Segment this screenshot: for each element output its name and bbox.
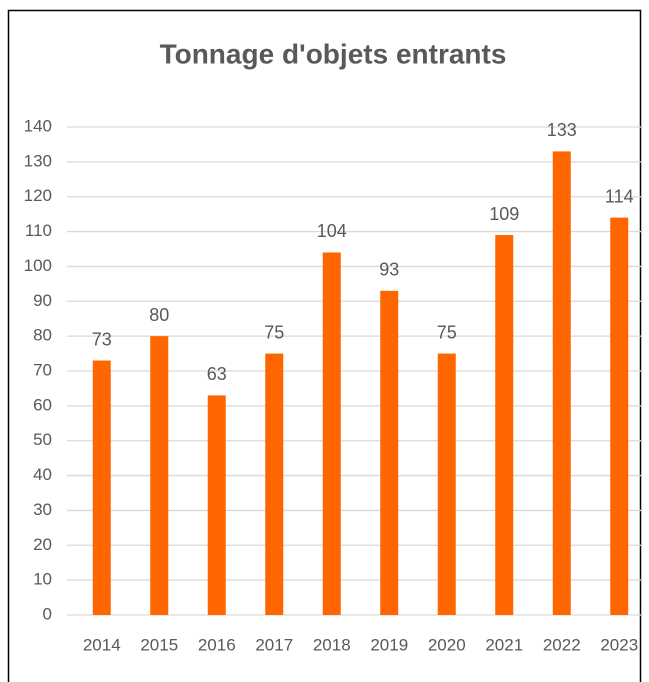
chart-border <box>7 9 642 682</box>
y-tick-label: 110 <box>25 221 52 240</box>
y-tick-label: 20 <box>33 535 52 554</box>
y-tick-label: 30 <box>33 500 52 519</box>
y-tick-label: 70 <box>33 360 52 379</box>
data-label: 109 <box>489 204 519 224</box>
bar <box>207 395 226 615</box>
y-tick-label: 80 <box>33 326 52 345</box>
bar <box>265 353 284 615</box>
y-tick-label: 40 <box>33 465 52 484</box>
data-label: 133 <box>547 120 577 140</box>
x-tick-label: 2023 <box>600 635 638 654</box>
y-tick-label: 140 <box>24 116 52 135</box>
x-tick-label: 2022 <box>543 635 581 654</box>
y-tick-label: 120 <box>24 186 52 205</box>
chart-title: Tonnage d'objets entrants <box>160 38 507 69</box>
data-label: 104 <box>317 221 347 241</box>
data-label: 80 <box>149 305 169 325</box>
y-tick-label: 130 <box>24 151 52 170</box>
bar <box>322 252 341 615</box>
data-label: 73 <box>92 329 112 349</box>
y-tick-label: 60 <box>33 395 52 414</box>
bar <box>437 353 456 615</box>
bar <box>495 235 514 616</box>
x-tick-label: 2021 <box>485 635 523 654</box>
x-tick-label: 2017 <box>255 635 293 654</box>
data-label: 114 <box>605 186 634 206</box>
bar <box>552 151 571 615</box>
y-tick-label: 90 <box>33 291 52 310</box>
data-label: 75 <box>437 322 457 342</box>
bar <box>92 360 111 615</box>
y-tick-label: 50 <box>33 430 52 449</box>
data-label: 75 <box>264 322 284 342</box>
bar <box>150 336 169 615</box>
x-tick-label: 2016 <box>198 635 236 654</box>
y-tick-label: 0 <box>43 604 52 623</box>
bar <box>380 290 399 615</box>
data-label: 63 <box>207 364 227 384</box>
bar <box>610 217 629 615</box>
y-tick-label: 100 <box>24 256 52 275</box>
x-tick-label: 2015 <box>140 635 178 654</box>
x-tick-label: 2020 <box>428 635 466 654</box>
y-tick-label: 10 <box>33 570 52 589</box>
data-label: 93 <box>379 260 399 280</box>
x-tick-label: 2018 <box>313 635 351 654</box>
x-tick-label: 2014 <box>83 635 121 654</box>
x-tick-label: 2019 <box>370 635 408 654</box>
